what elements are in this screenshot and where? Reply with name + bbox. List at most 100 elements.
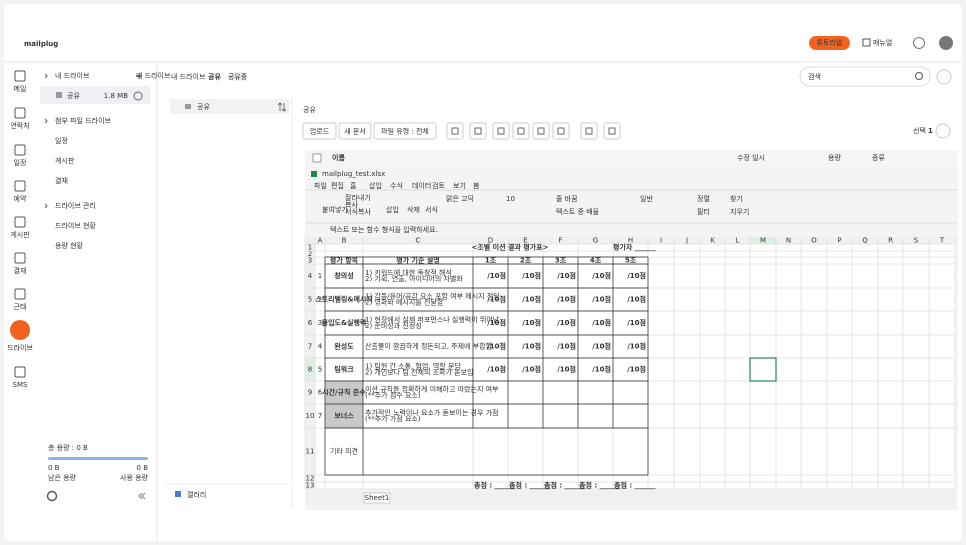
icon-button[interactable] — [532, 122, 550, 140]
ribbon-item[interactable]: 필터 — [697, 207, 710, 216]
ribbon-tab[interactable]: 봄 — [473, 182, 480, 190]
help-icon[interactable] — [913, 37, 925, 49]
total-cell: 총점 : ______ — [509, 481, 551, 490]
rail-icon[interactable] — [14, 288, 26, 300]
rail-label[interactable]: 게시판 — [10, 230, 30, 239]
tutorial-button[interactable] — [809, 36, 850, 50]
ribbon-tab[interactable]: 삽입 — [369, 181, 382, 190]
ribbon-item[interactable]: 서식 — [425, 205, 438, 214]
row-no: 1 — [318, 272, 322, 280]
rail-icon-active[interactable] — [10, 320, 30, 340]
ribbon-item[interactable]: 삽입 — [386, 205, 399, 214]
row-item: 팀워크 — [334, 365, 354, 374]
rail-label[interactable]: 일정 — [14, 158, 27, 167]
ribbon-item[interactable]: 서식복사 — [345, 207, 371, 216]
toolbar-button[interactable] — [373, 122, 437, 140]
score-cell: /10점 — [522, 342, 541, 351]
ribbon-item[interactable]: 정렬 — [697, 194, 710, 203]
icon-button[interactable] — [580, 122, 598, 140]
ribbon-item[interactable]: 잘라내기 — [345, 193, 371, 202]
search-box[interactable] — [799, 66, 931, 87]
toolbar-button[interactable] — [302, 122, 337, 140]
icon-button[interactable] — [603, 122, 621, 140]
column-header[interactable]: 수정 일시 — [737, 153, 765, 162]
rail-icon[interactable] — [14, 144, 26, 156]
rail-label[interactable]: 메일 — [14, 84, 27, 93]
ribbon-tab[interactable]: 보기 — [453, 181, 466, 190]
icon-button[interactable] — [492, 122, 510, 140]
column-letter: A — [318, 237, 323, 245]
folder-name[interactable]: 공유 — [197, 103, 210, 111]
rail-icon[interactable] — [14, 107, 26, 119]
refresh-button[interactable] — [936, 69, 952, 85]
gallery-link[interactable]: 갤러리 — [187, 490, 206, 499]
icon-button[interactable] — [446, 122, 464, 140]
sheet-tab[interactable] — [363, 492, 391, 504]
rail-icon[interactable] — [14, 252, 26, 264]
select-all[interactable] — [312, 153, 322, 163]
ribbon-tab[interactable]: 파일 — [314, 181, 327, 190]
nav-link[interactable]: 용량 현황 — [55, 241, 84, 250]
settings-icon[interactable] — [46, 490, 58, 502]
avatar[interactable] — [939, 36, 953, 50]
rail-label[interactable]: 근태 — [14, 303, 27, 311]
row-no: 3 — [318, 319, 322, 327]
tutorial-label[interactable]: 튜토리얼 — [817, 38, 843, 47]
row-no: 7 — [318, 412, 322, 420]
score-cell: /10점 — [592, 295, 611, 304]
score-cell: /10점 — [592, 342, 611, 351]
nav-link[interactable]: 게시판 — [55, 156, 75, 165]
nav-link[interactable]: 드라이브 현황 — [55, 221, 96, 230]
breadcrumb-parent[interactable]: 내 드라이브 — [171, 72, 206, 81]
column-header[interactable]: 종류 — [872, 154, 885, 162]
toolbar-button-label[interactable]: 새 문서 — [344, 127, 366, 136]
row-item: 보너스 — [334, 411, 354, 420]
folder-row[interactable] — [170, 99, 290, 114]
ribbon-tab[interactable]: 수식 — [390, 181, 403, 190]
add-plus[interactable] — [136, 73, 142, 79]
manual-link[interactable]: 매뉴얼 — [873, 38, 892, 47]
nav-link[interactable]: 일정 — [55, 136, 68, 145]
column-header[interactable]: 이름 — [332, 153, 345, 162]
ribbon-tab[interactable]: 홈 — [350, 181, 357, 190]
column-letter: T — [939, 237, 945, 245]
ribbon-tab[interactable]: 검토 — [432, 182, 445, 190]
ribbon-tab[interactable]: 데이터 — [412, 181, 431, 190]
ribbon-item[interactable]: 찾기 — [730, 194, 743, 203]
toolbar-button[interactable] — [338, 122, 372, 140]
ribbon-tab[interactable]: 편집 — [331, 181, 344, 190]
icon-button[interactable] — [512, 122, 530, 140]
icon-button[interactable] — [469, 122, 487, 140]
search-icon[interactable] — [915, 72, 923, 80]
nav-link[interactable]: 결재 — [55, 176, 68, 185]
sheet-tab-label[interactable]: Sheet1 — [365, 494, 390, 502]
ribbon-item[interactable]: 복사 — [345, 200, 358, 209]
ribbon-item[interactable]: 맑은 고딕 — [446, 194, 474, 203]
rail-icon[interactable] — [14, 70, 26, 82]
folder-settings[interactable] — [133, 91, 143, 101]
ribbon-item[interactable]: 지우기 — [730, 207, 749, 216]
column-header[interactable]: 용량 — [828, 154, 841, 162]
rail-icon[interactable] — [14, 366, 26, 378]
rail-icon[interactable] — [14, 216, 26, 228]
rail-label[interactable]: 예약 — [14, 194, 27, 203]
toolbar-button-label[interactable]: 파일 유형 : 전체 — [381, 127, 429, 136]
ribbon-item[interactable]: 삭제 — [407, 205, 420, 214]
ribbon-item[interactable]: 붙여넣기 — [322, 205, 348, 214]
icon-button[interactable] — [552, 122, 570, 140]
ribbon-item[interactable]: 줄 바꿈 — [556, 194, 578, 203]
rail-label[interactable]: 결재 — [14, 266, 27, 275]
ribbon-item[interactable]: 텍스트 중 배율 — [556, 207, 600, 216]
ribbon-item[interactable]: 10 — [506, 195, 515, 203]
sort-icon[interactable] — [277, 102, 287, 112]
rail-label[interactable]: 연락처 — [10, 121, 29, 130]
ribbon-item[interactable]: 일반 — [640, 194, 653, 203]
toolbar-button-label[interactable]: 업로드 — [310, 128, 330, 136]
sort-button[interactable] — [935, 123, 951, 139]
rail-label[interactable]: 드라이브 — [7, 343, 33, 352]
search-placeholder[interactable]: 검색 — [808, 72, 821, 81]
folder-link[interactable]: 공유 — [67, 92, 80, 100]
rail-label[interactable]: SMS — [13, 381, 28, 389]
collapse-icon[interactable] — [138, 492, 146, 500]
rail-icon[interactable] — [14, 180, 26, 192]
